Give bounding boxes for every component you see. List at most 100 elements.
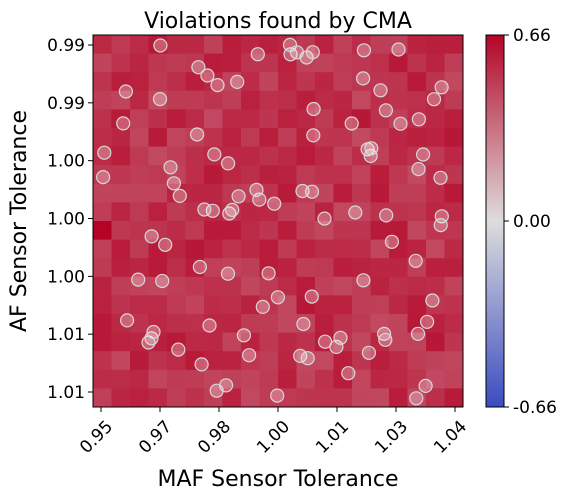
heatmap-cell [204,276,223,296]
heatmap-cell [204,53,223,73]
heatmap-cell [111,165,131,185]
heatmap-cell [426,369,445,389]
heatmap-cell [111,72,131,92]
heatmap-cell [370,369,390,389]
heatmap-cell [315,369,334,389]
violation-marker [289,45,304,60]
violation-marker [306,128,321,143]
violation-marker [433,218,448,233]
heatmap-cell [111,239,131,259]
heatmap-cell [370,276,390,296]
heatmap-cell [389,332,408,352]
y-tick-label: 1.01 [47,383,85,403]
heatmap-cell [111,276,131,296]
heatmap-cell [315,351,334,371]
heatmap-cell [259,221,279,241]
violation-marker [95,170,111,185]
violation-marker [363,148,378,163]
heatmap-cell [241,258,260,278]
heatmap-cell [389,388,408,408]
heatmap-cell [352,165,371,185]
violation-marker [361,345,376,360]
heatmap-cell [296,146,316,166]
heatmap-cell [426,388,445,408]
heatmap-cell [259,90,279,110]
violation-marker [409,391,424,406]
heatmap-cell [204,109,223,129]
heatmap-cell [167,183,186,203]
heatmap-cell [259,35,279,55]
heatmap-cell [185,258,205,278]
heatmap-cell [130,53,149,73]
heatmap-cell [333,72,353,92]
heatmap-cell [259,183,279,203]
heatmap-cell [426,221,445,241]
heatmap-cell [407,221,427,241]
violation-marker [341,366,356,381]
violation-marker [348,205,363,220]
x-tick-label: 0.97 [135,417,176,458]
heatmap-cell [259,72,279,92]
heatmap-cell [93,90,112,110]
violation-marker [344,116,359,131]
heatmap-cell [185,202,205,222]
heatmap-cell [315,388,334,408]
x-tick-label: 0.95 [76,417,117,458]
heatmap-cell [148,388,168,408]
violation-marker [249,182,264,197]
heatmap-cell [93,351,112,371]
heatmap-cell [93,221,112,241]
heatmap-cell [407,90,427,110]
heatmap-cell [444,351,464,371]
heatmap-cell [111,332,131,352]
heatmap-cell [370,165,390,185]
heatmap-cell [93,72,112,92]
heatmap-cell [370,388,390,408]
violation-marker [304,289,319,304]
heatmap-cell [315,35,334,55]
heatmap-cell [259,369,279,389]
heatmap-cell [93,369,112,389]
heatmap-cell [259,388,279,408]
heatmap-cell [278,276,297,296]
heatmap-cell [241,369,260,389]
heatmap-cell [426,202,445,222]
heatmap-cell [315,72,334,92]
heatmap-cell [222,276,242,296]
violation-marker [194,357,209,372]
heatmap-cell [204,72,223,92]
violation-marker [131,272,146,287]
heatmap-cell [167,221,186,241]
heatmap-cell [315,258,334,278]
heatmap-cell [389,258,408,278]
heatmap-cell [130,72,149,92]
heatmap-cell [444,295,464,315]
heatmap-cell [222,90,242,110]
heatmap-cell [222,314,242,334]
violation-marker [191,60,206,75]
heatmap-cell [185,276,205,296]
heatmap-cell [185,146,205,166]
heatmap-cell [370,258,390,278]
x-tick-label: 1.00 [253,417,294,458]
heatmap-cell [444,146,464,166]
heatmap-cell [315,314,334,334]
heatmap-cell [185,388,205,408]
heatmap-cell [241,239,260,259]
heatmap-cell [333,351,353,371]
y-tick-label: 0.99 [47,36,85,56]
violation-marker [378,103,393,118]
heatmap-cell [389,128,408,148]
heatmap-cell [389,183,408,203]
heatmap-cell [167,35,186,55]
heatmap-cell [333,183,353,203]
heatmap-cell [241,53,260,73]
heatmap-cell [148,239,168,259]
heatmap-cell [444,109,464,129]
heatmap-cell [167,165,186,185]
heatmap-cell [426,332,445,352]
heatmap-cell [370,53,390,73]
heatmap-cell [407,369,427,389]
colorbar-ticks: 0.66 0.00 -0.66 [504,26,557,418]
heatmap-cell [259,258,279,278]
